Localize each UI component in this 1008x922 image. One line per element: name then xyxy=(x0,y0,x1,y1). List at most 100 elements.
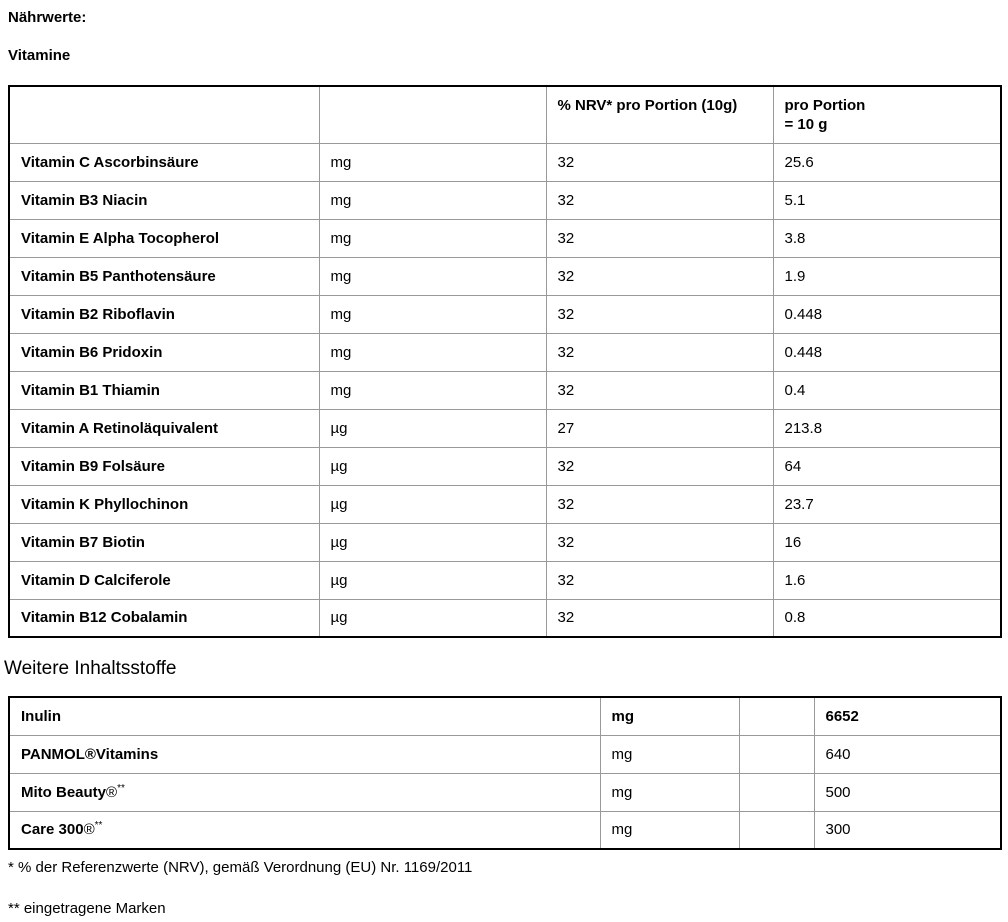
vitamin-row: Vitamin B6 Pridoxin mg 32 0.448 xyxy=(8,332,1002,372)
vitamin-name-cell: Vitamin B5 Panthotensäure xyxy=(8,256,320,296)
vitamin-nrv-cell: 32 xyxy=(545,142,774,182)
vitamin-amount-cell: 5.1 xyxy=(772,180,1002,220)
footnote-registered-trademarks: ** eingetragene Marken xyxy=(8,900,166,917)
vitamins-header-name xyxy=(8,85,320,144)
vitamin-nrv-cell: 32 xyxy=(545,256,774,296)
ingredient-name-text: PANMOL®Vitamins xyxy=(21,745,159,763)
vitamin-nrv-cell: 32 xyxy=(545,370,774,410)
vitamin-name-cell: Vitamin B3 Niacin xyxy=(8,180,320,220)
vitamin-row: Vitamin B1 Thiamin mg 32 0.4 xyxy=(8,370,1002,410)
section-title-weitere-inhaltsstoffe: Weitere Inhaltsstoffe xyxy=(4,658,177,679)
vitamin-name-cell: Vitamin D Calciferole xyxy=(8,560,320,600)
vitamin-amount-cell: 25.6 xyxy=(772,142,1002,182)
ingredient-name-text: Care 300 xyxy=(21,821,84,839)
vitamin-amount-cell: 64 xyxy=(772,446,1002,486)
ingredient-amount-cell: 300 xyxy=(813,810,1002,850)
ingredient-row: Inulin mg 6652 xyxy=(8,696,1002,736)
ingredient-spacer-cell xyxy=(738,772,815,812)
vitamin-row: Vitamin E Alpha Tocopherol mg 32 3.8 xyxy=(8,218,1002,258)
vitamin-row: Vitamin A Retinoläquivalent µg 27 213.8 xyxy=(8,408,1002,448)
vitamin-name-cell: Vitamin B1 Thiamin xyxy=(8,370,320,410)
ingredient-row: Care 300®** mg 300 xyxy=(8,810,1002,850)
vitamin-unit-cell: µg xyxy=(318,598,547,638)
ingredient-spacer-cell xyxy=(738,810,815,850)
vitamin-nrv-cell: 27 xyxy=(545,408,774,448)
ingredients-table-body: Inulin mg 6652 PANMOL®Vitamins mg 640 Mito Bea… xyxy=(8,696,1002,850)
vitamin-unit-cell: mg xyxy=(318,180,547,220)
ingredient-row: PANMOL®Vitamins mg 640 xyxy=(8,734,1002,774)
vitamin-name-cell: Vitamin B7 Biotin xyxy=(8,522,320,562)
ingredient-name-cell: Care 300®** xyxy=(8,810,601,850)
vitamin-unit-cell: mg xyxy=(318,294,547,334)
vitamin-amount-cell: 213.8 xyxy=(772,408,1002,448)
ingredient-unit-cell: mg xyxy=(599,810,740,850)
vitamin-row: Vitamin K Phyllochinon µg 32 23.7 xyxy=(8,484,1002,524)
vitamin-unit-cell: µg xyxy=(318,408,547,448)
ingredient-trademark-marker: ** xyxy=(117,782,125,794)
section-title-vitamine: Vitamine xyxy=(8,47,71,64)
ingredient-amount-cell: 6652 xyxy=(813,696,1002,736)
vitamin-unit-cell: mg xyxy=(318,256,547,296)
ingredient-unit-cell: mg xyxy=(599,734,740,774)
ingredient-amount-cell: 640 xyxy=(813,734,1002,774)
vitamin-name-cell: Vitamin K Phyllochinon xyxy=(8,484,320,524)
vitamin-row: Vitamin B5 Panthotensäure mg 32 1.9 xyxy=(8,256,1002,296)
vitamin-nrv-cell: 32 xyxy=(545,180,774,220)
vitamin-nrv-cell: 32 xyxy=(545,484,774,524)
vitamin-nrv-cell: 32 xyxy=(545,218,774,258)
vitamins-header-row: % NRV* pro Portion (10g) pro Portion = 10… xyxy=(8,85,1002,144)
ingredient-unit-cell: mg xyxy=(599,772,740,812)
ingredient-name-cell: Mito Beauty®** xyxy=(8,772,601,812)
vitamin-unit-cell: mg xyxy=(318,370,547,410)
vitamin-name-cell: Vitamin B6 Pridoxin xyxy=(8,332,320,372)
vitamin-nrv-cell: 32 xyxy=(545,446,774,486)
vitamins-header-nrv: % NRV* pro Portion (10g) xyxy=(545,85,774,144)
vitamin-row: Vitamin D Calciferole µg 32 1.6 xyxy=(8,560,1002,600)
vitamin-row: Vitamin B2 Riboflavin mg 32 0.448 xyxy=(8,294,1002,334)
ingredient-name-cell: Inulin xyxy=(8,696,601,736)
ingredient-amount-cell: 500 xyxy=(813,772,1002,812)
vitamin-unit-cell: mg xyxy=(318,332,547,372)
ingredient-name-cell: PANMOL®Vitamins xyxy=(8,734,601,774)
vitamin-nrv-cell: 32 xyxy=(545,598,774,638)
vitamin-unit-cell: µg xyxy=(318,522,547,562)
vitamin-amount-cell: 0.448 xyxy=(772,332,1002,372)
vitamin-amount-cell: 0.4 xyxy=(772,370,1002,410)
vitamin-amount-cell: 0.8 xyxy=(772,598,1002,638)
vitamin-unit-cell: mg xyxy=(318,142,547,182)
vitamin-amount-cell: 23.7 xyxy=(772,484,1002,524)
vitamin-unit-cell: µg xyxy=(318,484,547,524)
ingredient-name-text: Mito Beauty xyxy=(21,783,107,801)
vitamin-row: Vitamin B12 Cobalamin µg 32 0.8 xyxy=(8,598,1002,638)
vitamin-unit-cell: µg xyxy=(318,446,547,486)
vitamins-table-body: Vitamin C Ascorbinsäure mg 32 25.6 Vitamin B… xyxy=(8,142,1002,638)
ingredient-trademark-marker: ** xyxy=(94,820,103,832)
ingredients-table: Inulin mg 6652 PANMOL®Vitamins mg 640 Mito Bea… xyxy=(8,696,1002,850)
page-title: Nährwerte: xyxy=(8,9,87,26)
vitamin-amount-cell: 0.448 xyxy=(772,294,1002,334)
vitamin-name-cell: Vitamin C Ascorbinsäure xyxy=(8,142,320,182)
ingredient-spacer-cell xyxy=(738,734,815,774)
vitamin-nrv-cell: 32 xyxy=(545,332,774,372)
ingredient-name-text: Inulin xyxy=(21,707,61,725)
vitamins-header-unit xyxy=(318,85,547,144)
vitamin-amount-cell: 1.6 xyxy=(772,560,1002,600)
vitamin-name-cell: Vitamin B12 Cobalamin xyxy=(8,598,320,638)
vitamin-amount-cell: 3.8 xyxy=(772,218,1002,258)
vitamins-header-portion-line1: pro Portion xyxy=(784,97,866,114)
vitamin-unit-cell: mg xyxy=(318,218,547,258)
vitamin-name-cell: Vitamin B9 Folsäure xyxy=(8,446,320,486)
ingredient-spacer-cell xyxy=(738,696,815,736)
vitamin-name-cell: Vitamin B2 Riboflavin xyxy=(8,294,320,334)
vitamin-amount-cell: 16 xyxy=(772,522,1002,562)
vitamin-name-cell: Vitamin A Retinoläquivalent xyxy=(8,408,320,448)
ingredient-row: Mito Beauty®** mg 500 xyxy=(8,772,1002,812)
vitamins-header-portion-line2: = 10 g xyxy=(784,116,828,133)
vitamins-header-portion: pro Portion = 10 g xyxy=(772,85,1002,144)
vitamin-row: Vitamin B3 Niacin mg 32 5.1 xyxy=(8,180,1002,220)
vitamin-row: Vitamin B9 Folsäure µg 32 64 xyxy=(8,446,1002,486)
vitamin-name-cell: Vitamin E Alpha Tocopherol xyxy=(8,218,320,258)
vitamin-nrv-cell: 32 xyxy=(545,560,774,600)
vitamin-nrv-cell: 32 xyxy=(545,522,774,562)
